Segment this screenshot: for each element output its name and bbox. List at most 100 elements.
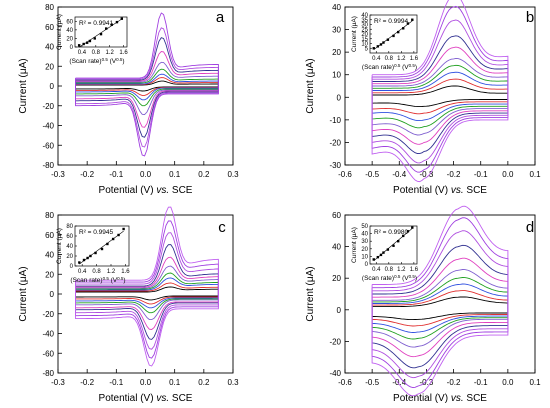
x-tick-label: -0.3 <box>420 170 434 179</box>
y-tick-label: 0 <box>337 93 342 102</box>
x-tick-label: 0.2 <box>198 378 210 387</box>
inset-x-tick-label: 0.4 <box>78 269 87 275</box>
x-tick-label: 0.1 <box>169 378 181 387</box>
inset-data-point <box>392 244 395 247</box>
x-axis-label: Potential (V) vs. SCE <box>393 393 487 404</box>
inset-y-tick-label: 80 <box>66 224 73 230</box>
panel-label: d <box>526 219 534 236</box>
x-tick-label: 0.0 <box>140 170 152 179</box>
inset-data-point <box>411 18 414 21</box>
x-tick-label: -0.2 <box>447 170 461 179</box>
inset-data-point <box>89 254 92 258</box>
y-tick-label: 20 <box>332 274 341 283</box>
inset-y-tick-label: 60 <box>66 234 73 240</box>
inset-data-point <box>82 258 86 262</box>
inset-x-tick-label: 0.8 <box>385 267 394 273</box>
inset-data-point <box>82 42 85 46</box>
y-tick-label: 0 <box>50 82 55 91</box>
inset-x-tick-label: 1.6 <box>121 269 130 275</box>
inset-data-point <box>406 22 410 25</box>
y-tick-label: -10 <box>329 116 341 125</box>
inset-x-axis-label: (Scan rate)0.5 (V0.5) <box>70 276 125 285</box>
inset-y-tick-label: 40 <box>361 232 368 238</box>
inset-data-point <box>106 242 109 246</box>
inset-x-tick-label: 1.2 <box>397 56 406 62</box>
inset-data-point <box>376 45 380 48</box>
inset-data-point <box>372 258 375 261</box>
y-tick-label: 40 <box>45 251 54 260</box>
x-tick-label: -0.2 <box>80 170 94 179</box>
plot-frame <box>344 214 536 374</box>
y-tick-label: 10 <box>332 71 341 80</box>
y-tick-label: -40 <box>42 122 54 131</box>
x-axis-label: Potential (V) vs. SCE <box>99 393 193 404</box>
inset-y-tick-label: 20 <box>66 254 73 260</box>
inset-data-point <box>397 30 400 34</box>
inset-data-point <box>376 255 380 259</box>
inset-y-axis-label: Current (μA) <box>351 16 358 52</box>
inset-data-point <box>78 261 81 264</box>
y-tick-label: 20 <box>332 48 341 57</box>
inset-data-point <box>402 234 405 238</box>
y-tick-label: 60 <box>45 23 54 32</box>
x-tick-label: 0.0 <box>140 378 152 387</box>
y-tick-label: -20 <box>42 310 54 319</box>
inset-y-tick-label: 35 <box>361 18 368 24</box>
inset-data-point <box>397 240 400 243</box>
y-axis-label: Current (μA) <box>18 266 29 321</box>
inset-y-tick-label: 40 <box>361 13 368 19</box>
panel-d: -0.6 -0.5 -0.4 -0.3 -0.2 -0.1 0.0 0.1 -40 -20 0 20 4… <box>305 205 541 404</box>
inset-frame <box>74 16 128 48</box>
inset-y-tick-label: 20 <box>361 32 368 38</box>
inset-data-point <box>111 237 115 241</box>
y-tick-label: 0 <box>50 290 55 299</box>
cv-curve <box>371 290 509 327</box>
inset-x-tick-label: 1.6 <box>119 50 128 56</box>
inset-data-point <box>122 227 125 231</box>
y-tick-label: 40 <box>332 3 341 12</box>
x-tick-label: -0.1 <box>474 170 488 179</box>
y-tick-label: -30 <box>329 161 341 170</box>
inset-data-point <box>86 256 89 260</box>
x-tick-label: 0.2 <box>198 170 210 179</box>
inset-y-tick-label: 40 <box>66 28 73 34</box>
cv-curve <box>371 283 509 333</box>
inset-x-axis-label: (Scan rate)0.5 (V0.5) <box>69 57 124 66</box>
inset-y-tick-label: 10 <box>361 42 368 48</box>
panel-label: a <box>216 9 225 26</box>
x-tick-label: -0.5 <box>365 378 379 387</box>
y-tick-label: -60 <box>42 141 54 150</box>
inset-y-tick-label: 0 <box>70 264 74 270</box>
x-tick-label: -0.2 <box>80 378 94 387</box>
x-tick-label: 0.0 <box>502 378 514 387</box>
inset-x-tick-label: 0.4 <box>372 56 381 62</box>
inset-x-tick-label: 0.4 <box>372 267 381 273</box>
inset-r2-label: R² = 0.9945 <box>79 229 114 236</box>
cv-curve <box>371 205 509 397</box>
panel-label: c <box>218 219 226 236</box>
panel-b: -0.6 -0.5 -0.4 -0.3 -0.2 -0.1 0.0 0.1 -30 -20 -10 0… <box>305 0 541 196</box>
y-tick-label: 30 <box>332 26 341 35</box>
y-tick-label: 20 <box>45 62 54 71</box>
y-tick-label: -20 <box>329 337 341 346</box>
panel-c: -0.3 -0.2 -0.1 0.0 0.1 0.2 0.3 -80 -60 -40 -20 0 20 4… <box>18 206 239 404</box>
inset-y-tick-label: 60 <box>66 19 73 25</box>
inset-data-point <box>115 20 119 24</box>
y-tick-label: -20 <box>42 102 54 111</box>
inset-y-tick-label: 40 <box>66 244 73 250</box>
y-tick-label: -80 <box>42 161 54 170</box>
y-tick-label: 0 <box>337 306 342 315</box>
y-tick-label: -80 <box>42 369 54 378</box>
inset-x-tick-label: 1.6 <box>410 267 419 273</box>
inset-data-point <box>117 233 120 237</box>
y-tick-label: 40 <box>45 43 54 52</box>
inset-x-tick-label: 0.8 <box>92 50 101 56</box>
y-tick-label: -60 <box>42 349 54 358</box>
inset-x-tick-label: 1.2 <box>397 267 406 273</box>
x-tick-label: -0.3 <box>420 378 434 387</box>
